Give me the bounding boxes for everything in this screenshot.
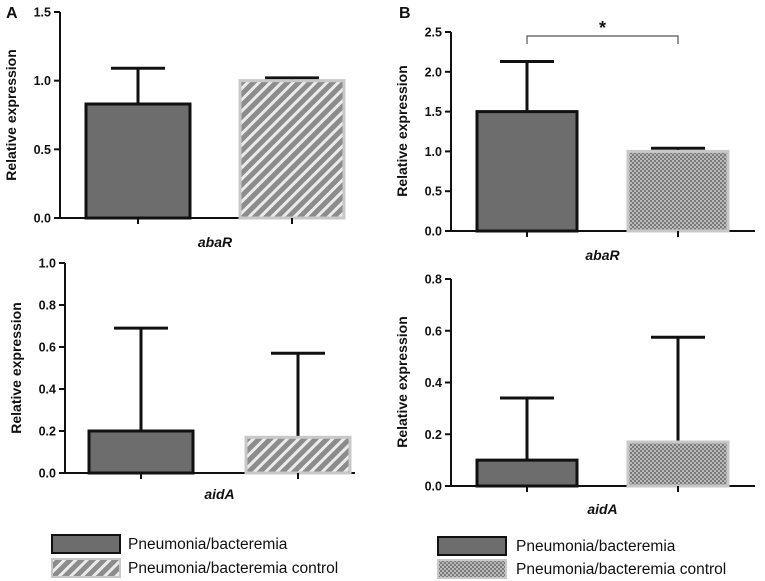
significance-star: * (599, 18, 606, 38)
y-tick-label: 0.0 (425, 480, 442, 494)
legend-swatch-control (51, 558, 121, 578)
y-tick-label: 1.0 (34, 74, 51, 88)
y-tick-label: 0.6 (39, 341, 56, 355)
bar-control (244, 435, 352, 475)
y-tick-label: 0.2 (425, 428, 442, 442)
y-tick-label: 1.5 (34, 6, 51, 20)
legend-label-control: Pneumonia/bacteremia control (128, 560, 338, 577)
x-axis-label: aidA (204, 486, 234, 502)
x-axis-label: aidA (587, 501, 617, 517)
y-tick-label: 0.6 (425, 324, 442, 338)
panel-label-b: B (399, 5, 411, 22)
legend-left: Pneumonia/bacteremia Pneumonia/bacteremi… (51, 534, 338, 578)
chart-a-aida: 0.0 0.2 0.4 0.6 0.8 1.0 aidA Relative expressio… (8, 257, 355, 502)
y-tick-label: 2.0 (425, 65, 442, 79)
y-tick-label: 0.4 (39, 383, 56, 397)
y-axis-label: Relative expression (3, 49, 19, 181)
bar-pneumonia (84, 102, 192, 220)
legend-right: Pneumonia/bacteremia Pneumonia/bacteremi… (437, 536, 726, 579)
x-axis-label: abaR (198, 234, 233, 250)
legend-swatch-pneumonia (437, 536, 507, 556)
bar-pneumonia (475, 458, 579, 488)
y-tick-label: 1.0 (425, 145, 442, 159)
chart-a-abar: 0.0 0.5 1.0 1.5 abaR Relative expression (3, 6, 346, 250)
y-tick-label: 1.5 (425, 105, 442, 119)
y-tick-label: 0.0 (425, 225, 442, 239)
panel-label-a: A (6, 5, 18, 22)
y-tick-label: 1.0 (39, 257, 56, 271)
y-tick-label: 0.4 (425, 376, 442, 390)
y-tick-label: 0.2 (39, 425, 56, 439)
y-axis-label: Relative expression (8, 302, 24, 434)
y-tick-label: 0.8 (425, 273, 442, 287)
bar-control (626, 440, 730, 488)
y-tick-label: 0.0 (39, 467, 56, 481)
chart-b-abar: 0.0 0.5 1.0 1.5 2.0 2.5 abaR Relative expressio… (394, 18, 755, 263)
y-tick-label: 0.0 (34, 212, 51, 226)
y-axis-label: Relative expression (394, 316, 410, 448)
y-tick-label: 0.5 (425, 185, 442, 199)
bar-pneumonia (475, 110, 579, 233)
y-tick-label: 0.8 (39, 299, 56, 313)
significance-bracket (526, 35, 679, 44)
y-tick-label: 0.5 (34, 143, 51, 157)
legend-label-control: Pneumonia/bacteremia control (516, 561, 726, 578)
legend-swatch-control (437, 559, 507, 579)
x-axis-label: abaR (585, 247, 620, 263)
bar-control (238, 79, 346, 220)
bar-control (626, 149, 730, 233)
y-axis-label: Relative expression (394, 65, 410, 197)
legend-label-pneumonia: Pneumonia/bacteremia (516, 538, 676, 555)
legend-label-pneumonia: Pneumonia/bacteremia (128, 536, 288, 553)
legend-swatch-pneumonia (51, 534, 121, 554)
chart-b-aida: 0.0 0.2 0.4 0.6 0.8 aidA Relative expression (394, 273, 755, 517)
y-tick-label: 2.5 (425, 26, 442, 40)
bar-pneumonia (87, 429, 195, 475)
